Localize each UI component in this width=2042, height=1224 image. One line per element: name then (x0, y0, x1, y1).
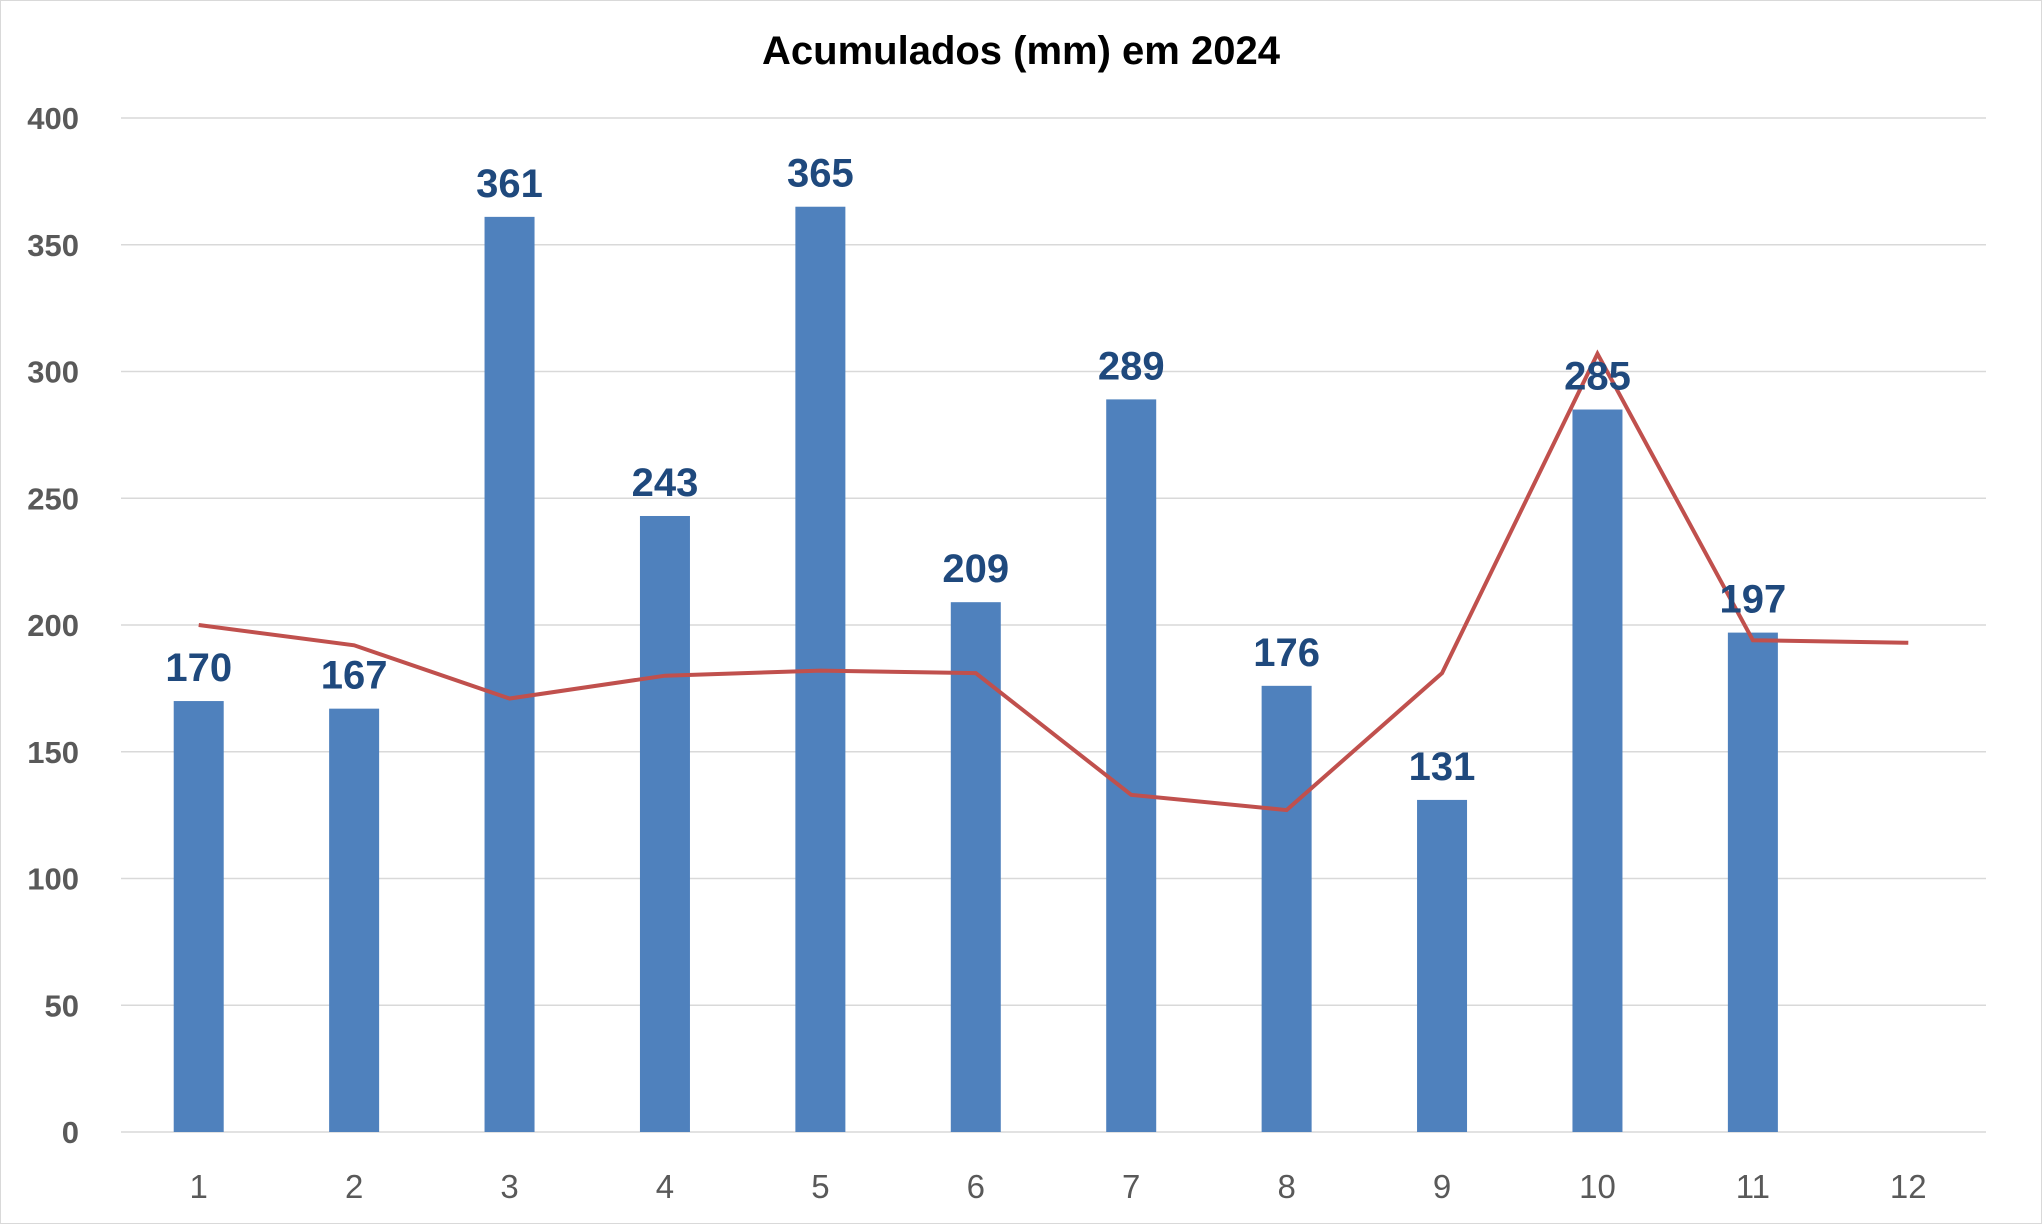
x-tick-label: 6 (967, 1168, 985, 1205)
line-series-path (198, 349, 1909, 813)
bar-series (173, 206, 1778, 1133)
x-tick-label: 7 (1122, 1168, 1140, 1205)
bar-7 (1106, 399, 1157, 1132)
data-label-8: 176 (1253, 631, 1320, 675)
bar-9 (1417, 799, 1468, 1132)
bar-8 (1261, 685, 1312, 1132)
x-tick-label: 1 (190, 1168, 208, 1205)
line-series (198, 349, 1909, 813)
bar-3 (484, 216, 535, 1133)
bar-2 (329, 708, 380, 1132)
y-tick-label: 0 (62, 1115, 79, 1150)
y-tick-label: 150 (27, 735, 79, 770)
x-tick-label: 3 (500, 1168, 518, 1205)
x-axis-ticks: 1 2 3 4 5 6 7 8 9 10 11 12 (190, 1168, 1927, 1205)
bar-11 (1727, 632, 1778, 1132)
y-tick-label: 250 (27, 481, 79, 516)
y-tick-label: 200 (27, 608, 79, 643)
y-axis-ticks: 0 50 100 150 200 250 300 350 400 (27, 101, 79, 1150)
chart-title: Acumulados (mm) em 2024 (762, 29, 1281, 73)
data-label-7: 289 (1098, 344, 1165, 388)
data-label-10: 285 (1564, 355, 1631, 399)
bar-10 (1572, 409, 1623, 1132)
bar-1 (173, 701, 224, 1132)
bar-6 (950, 602, 1001, 1132)
x-tick-label: 12 (1890, 1168, 1927, 1205)
y-tick-label: 350 (27, 228, 79, 263)
x-tick-label: 5 (811, 1168, 829, 1205)
data-label-2: 167 (321, 654, 388, 698)
x-tick-label: 8 (1277, 1168, 1295, 1205)
data-label-3: 361 (476, 162, 543, 206)
x-tick-label: 9 (1433, 1168, 1451, 1205)
x-tick-label: 4 (656, 1168, 674, 1205)
x-tick-label: 11 (1736, 1168, 1770, 1205)
data-label-6: 209 (942, 547, 1009, 591)
gridlines (121, 117, 1986, 1133)
data-label-5: 365 (787, 152, 854, 196)
x-tick-label: 2 (345, 1168, 363, 1205)
y-tick-label: 50 (45, 988, 79, 1023)
data-label-4: 243 (632, 461, 699, 505)
x-tick-label: 10 (1579, 1168, 1616, 1205)
data-label-11: 197 (1720, 578, 1787, 622)
data-labels: 170 167 361 243 365 209 289 176 131 285 197 (165, 152, 1786, 789)
bar-4 (639, 515, 690, 1132)
y-tick-label: 100 (27, 862, 79, 897)
data-label-9: 131 (1409, 745, 1476, 789)
data-label-1: 170 (165, 646, 232, 690)
y-tick-label: 400 (27, 101, 79, 136)
y-tick-label: 300 (27, 355, 79, 390)
